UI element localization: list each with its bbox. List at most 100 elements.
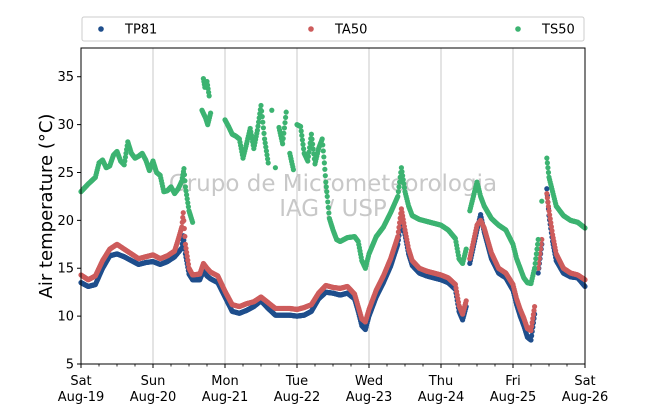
x-tick-date: Aug-24 [418, 390, 465, 405]
data-point [529, 333, 535, 339]
data-point [299, 137, 305, 143]
watermark: Grupo de Micrometeorologia IAG / USP [169, 171, 497, 222]
data-point [181, 166, 187, 172]
data-point [265, 160, 271, 166]
data-point [306, 149, 312, 155]
data-point [185, 200, 191, 206]
data-point [180, 210, 186, 216]
data-point [545, 169, 552, 176]
x-tick-date: Aug-25 [490, 390, 537, 405]
data-point [535, 241, 541, 247]
data-point [325, 199, 331, 205]
data-point [308, 131, 314, 137]
legend: TP81 TA50 TS50 [81, 16, 585, 42]
data-point [537, 251, 543, 257]
plot-area [81, 48, 585, 364]
data-point [264, 152, 270, 158]
legend-label: TS50 [541, 23, 575, 38]
data-point [259, 114, 265, 120]
data-point [121, 162, 127, 168]
data-point [262, 136, 268, 142]
data-point [396, 224, 402, 230]
data-point [298, 128, 304, 134]
x-tick-day: Sun [141, 374, 166, 389]
data-point [544, 195, 550, 201]
data-point [395, 234, 401, 240]
data-point [269, 107, 275, 113]
data-point [546, 208, 552, 214]
x-axis: SatAug-19SunAug-20MonAug-21TueAug-22WedA… [58, 364, 609, 405]
x-tick-date: Aug-23 [346, 390, 393, 405]
y-axis-label: Air temperature (°C) [36, 114, 57, 299]
data-point [122, 158, 128, 164]
data-point [531, 307, 537, 314]
data-point [300, 141, 306, 147]
data-point [280, 135, 286, 142]
y-axis: 5 10 15 20 25 30 35 [57, 70, 81, 373]
data-point [536, 260, 542, 267]
data-point [181, 218, 187, 224]
data-point [532, 303, 538, 310]
data-point [272, 165, 278, 171]
data-point [396, 184, 402, 190]
data-point [533, 251, 540, 257]
data-point [299, 132, 305, 139]
data-point [544, 160, 550, 166]
data-point [290, 167, 296, 173]
data-point [309, 136, 315, 142]
data-point [323, 184, 329, 190]
data-point [533, 256, 539, 262]
data-point [398, 165, 404, 171]
data-point [305, 153, 311, 160]
data-point [283, 109, 289, 115]
data-point [548, 224, 555, 230]
data-point [528, 337, 534, 343]
data-point [324, 193, 330, 200]
data-point [184, 249, 190, 255]
data-point [190, 219, 196, 225]
x-tick-date: Aug-21 [202, 390, 249, 405]
data-point [305, 158, 311, 164]
legend-label: TA50 [334, 23, 367, 38]
data-point [319, 136, 325, 142]
data-point [182, 233, 188, 240]
data-point [544, 155, 550, 161]
data-point [322, 166, 328, 172]
data-point [320, 142, 326, 148]
data-point [545, 165, 551, 171]
x-tick-date: Aug-26 [562, 390, 609, 405]
y-tick-label: 25 [57, 166, 74, 181]
data-point [283, 114, 289, 121]
x-tick-day: Mon [211, 374, 238, 389]
data-point [182, 241, 188, 247]
data-point [535, 236, 541, 243]
data-point [184, 196, 190, 202]
data-point [265, 156, 271, 162]
data-point [183, 188, 189, 194]
data-point [323, 179, 329, 185]
data-point [529, 323, 535, 330]
series-ts50 [78, 76, 588, 287]
data-point [463, 246, 469, 252]
data-point [256, 119, 262, 125]
data-point [262, 140, 268, 146]
data-point [528, 327, 534, 334]
x-tick-day: Fri [505, 374, 521, 389]
data-point [538, 241, 544, 247]
data-point [123, 150, 129, 156]
data-point [539, 198, 545, 204]
data-point [325, 204, 331, 211]
data-point [281, 130, 287, 136]
data-point [544, 186, 550, 192]
data-point [400, 173, 406, 179]
data-point [549, 228, 555, 234]
data-point [255, 123, 261, 129]
data-point [259, 108, 265, 114]
data-point [547, 216, 553, 222]
data-point [182, 184, 188, 190]
data-point [401, 181, 407, 187]
data-point [185, 204, 191, 210]
data-point [324, 189, 330, 195]
data-point [400, 177, 406, 183]
